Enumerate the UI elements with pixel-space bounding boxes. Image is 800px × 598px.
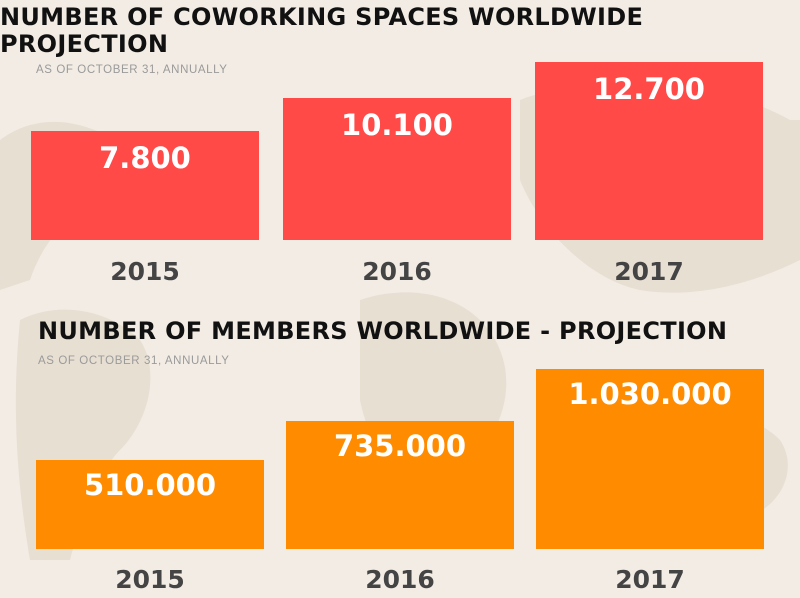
bar-2017: 1.030.000 (536, 369, 764, 549)
x-tick-label: 2015 (110, 257, 180, 286)
x-tick-label: 2016 (362, 257, 432, 286)
bar-2015: 7.800 (31, 131, 259, 240)
bar-value-label: 1.030.000 (568, 377, 732, 411)
bar-2015: 510.000 (36, 460, 264, 549)
x-tick-label: 2015 (115, 565, 185, 594)
coworking-spaces-chart: NUMBER OF COWORKING SPACES WORLDWIDE PRO… (0, 3, 763, 286)
x-tick-label: 2016 (365, 565, 435, 594)
chart-subtitle: AS OF OCTOBER 31, ANNUALLY (36, 64, 228, 76)
x-tick-label: 2017 (614, 257, 684, 286)
bar-value-label: 510.000 (83, 468, 217, 502)
bar-2017: 12.700 (535, 62, 763, 240)
bar-2016: 735.000 (286, 421, 514, 549)
bar-value-label: 10.100 (341, 108, 453, 142)
chart-subtitle: AS OF OCTOBER 31, ANNUALLY (38, 355, 230, 367)
chart-title: NUMBER OF MEMBERS WORLDWIDE - PROJECTION (38, 317, 728, 345)
x-tick-label: 2017 (615, 565, 685, 594)
bar-value-label: 7.800 (99, 141, 191, 175)
chart-title: NUMBER OF COWORKING SPACES WORLDWIDE PRO… (0, 3, 644, 58)
bar-value-label: 12.700 (593, 72, 705, 106)
bar-2016: 10.100 (283, 98, 511, 240)
bar-value-label: 735.000 (333, 429, 467, 463)
